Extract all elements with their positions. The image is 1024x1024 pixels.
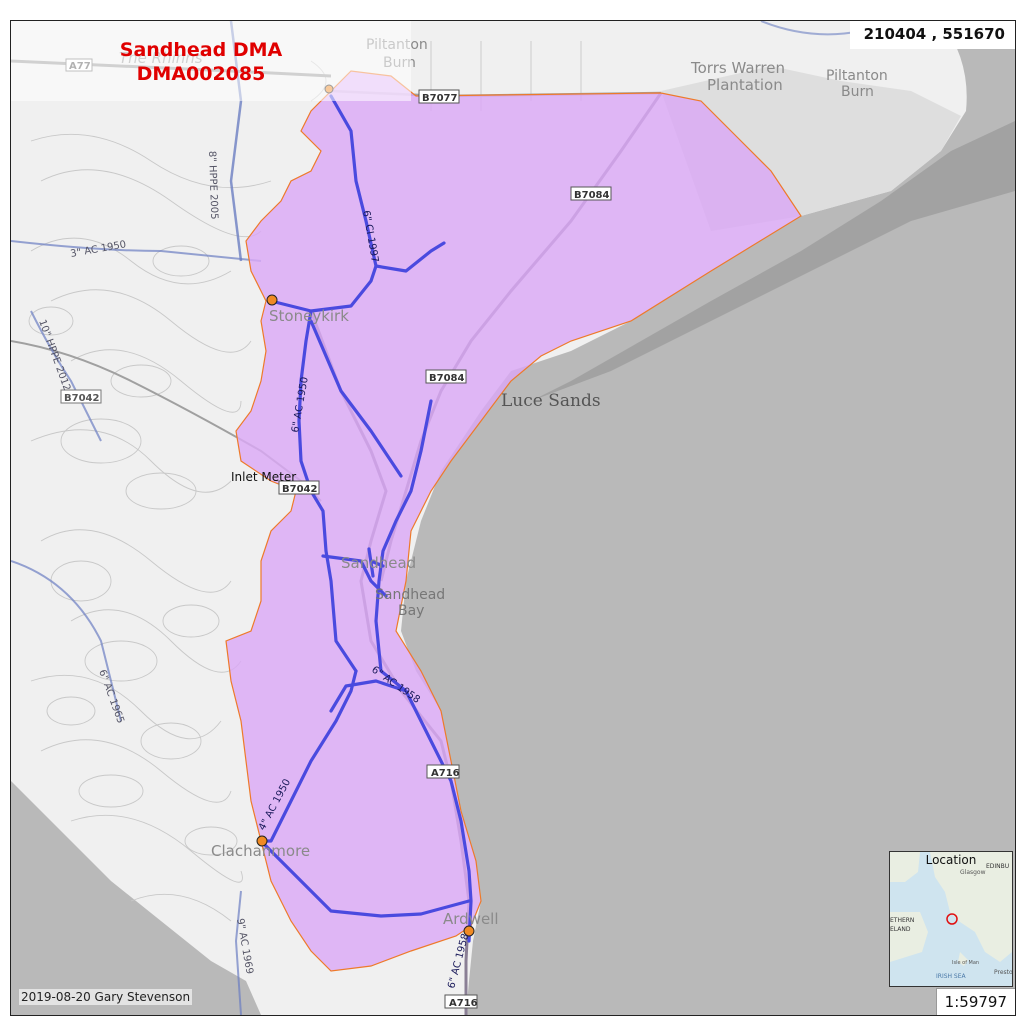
map-frame: The Rhinns Piltanton Burn Torrs Warren P… bbox=[10, 20, 1016, 1016]
shield-a716-b: A716 bbox=[449, 998, 478, 1009]
inlet-meter-label: Inlet Meter bbox=[231, 470, 296, 484]
shield-b7084-b: B7084 bbox=[429, 373, 464, 384]
label-clachanmore: Clachanmore bbox=[211, 842, 310, 860]
shield-b7077: B7077 bbox=[422, 93, 457, 104]
dma-id: DMA002085 bbox=[136, 63, 266, 85]
label-sandhead-bay-a: Sandhead bbox=[375, 587, 445, 603]
svg-text:IRISH SEA: IRISH SEA bbox=[936, 973, 967, 980]
credit-text: 2019-08-20 Gary Stevenson bbox=[19, 989, 193, 1005]
main-ac-1958 bbox=[329, 679, 408, 713]
scale-readout: 1:59797 bbox=[935, 988, 1015, 1015]
shield-b7084-a: B7084 bbox=[574, 190, 609, 201]
svg-text:EDINBU: EDINBU bbox=[986, 863, 1009, 870]
main-ac-1950-b bbox=[259, 839, 471, 918]
svg-text:Isle of Man: Isle of Man bbox=[952, 960, 979, 966]
label-sandhead: Sandhead bbox=[341, 554, 416, 572]
label-luce-sands: Luce Sands bbox=[501, 391, 601, 411]
label-torrs-warren-a: Torrs Warren bbox=[690, 59, 785, 77]
shield-b7042-b: B7042 bbox=[282, 484, 317, 495]
dma-title: Sandhead DMA bbox=[119, 39, 283, 61]
svg-text:Presto: Presto bbox=[994, 969, 1012, 976]
boundary-valve bbox=[266, 294, 278, 306]
inset-canvas: Glasgow EDINBU ETHERN ELAND Isle of Man … bbox=[890, 852, 1012, 986]
map-canvas[interactable]: The Rhinns Piltanton Burn Torrs Warren P… bbox=[11, 21, 1015, 1015]
svg-text:Glasgow: Glasgow bbox=[960, 869, 986, 876]
label-hppe-2005: 8" HPPE 2005 bbox=[206, 151, 219, 220]
label-stoneykirk: Stoneykirk bbox=[269, 307, 349, 325]
svg-text:ELAND: ELAND bbox=[890, 926, 911, 933]
dma-boundary[interactable] bbox=[225, 70, 802, 972]
location-inset-map[interactable]: Glasgow EDINBU ETHERN ELAND Isle of Man … bbox=[889, 851, 1013, 987]
sea-channel bbox=[531, 121, 1015, 401]
contours bbox=[28, 41, 582, 922]
label-piltanton-burn-2a: Piltanton bbox=[826, 68, 888, 84]
svg-text:ETHERN: ETHERN bbox=[890, 917, 914, 924]
water-mains bbox=[259, 94, 473, 943]
boundary-valve bbox=[463, 925, 475, 937]
shield-a716-a: A716 bbox=[431, 768, 460, 779]
boundary-valve bbox=[256, 835, 268, 847]
shield-b7042-a: B7042 bbox=[64, 393, 99, 404]
label-piltanton-burn-2b: Burn bbox=[841, 84, 874, 100]
title-panel: Sandhead DMA DMA002085 bbox=[11, 21, 411, 101]
coordinate-readout: 210404 , 551670 bbox=[849, 21, 1015, 49]
label-ardwell: Ardwell bbox=[443, 910, 499, 928]
label-torrs-warren-b: Plantation bbox=[707, 76, 783, 94]
inset-title: Location bbox=[925, 853, 977, 867]
label-sandhead-bay-b: Bay bbox=[398, 603, 424, 619]
